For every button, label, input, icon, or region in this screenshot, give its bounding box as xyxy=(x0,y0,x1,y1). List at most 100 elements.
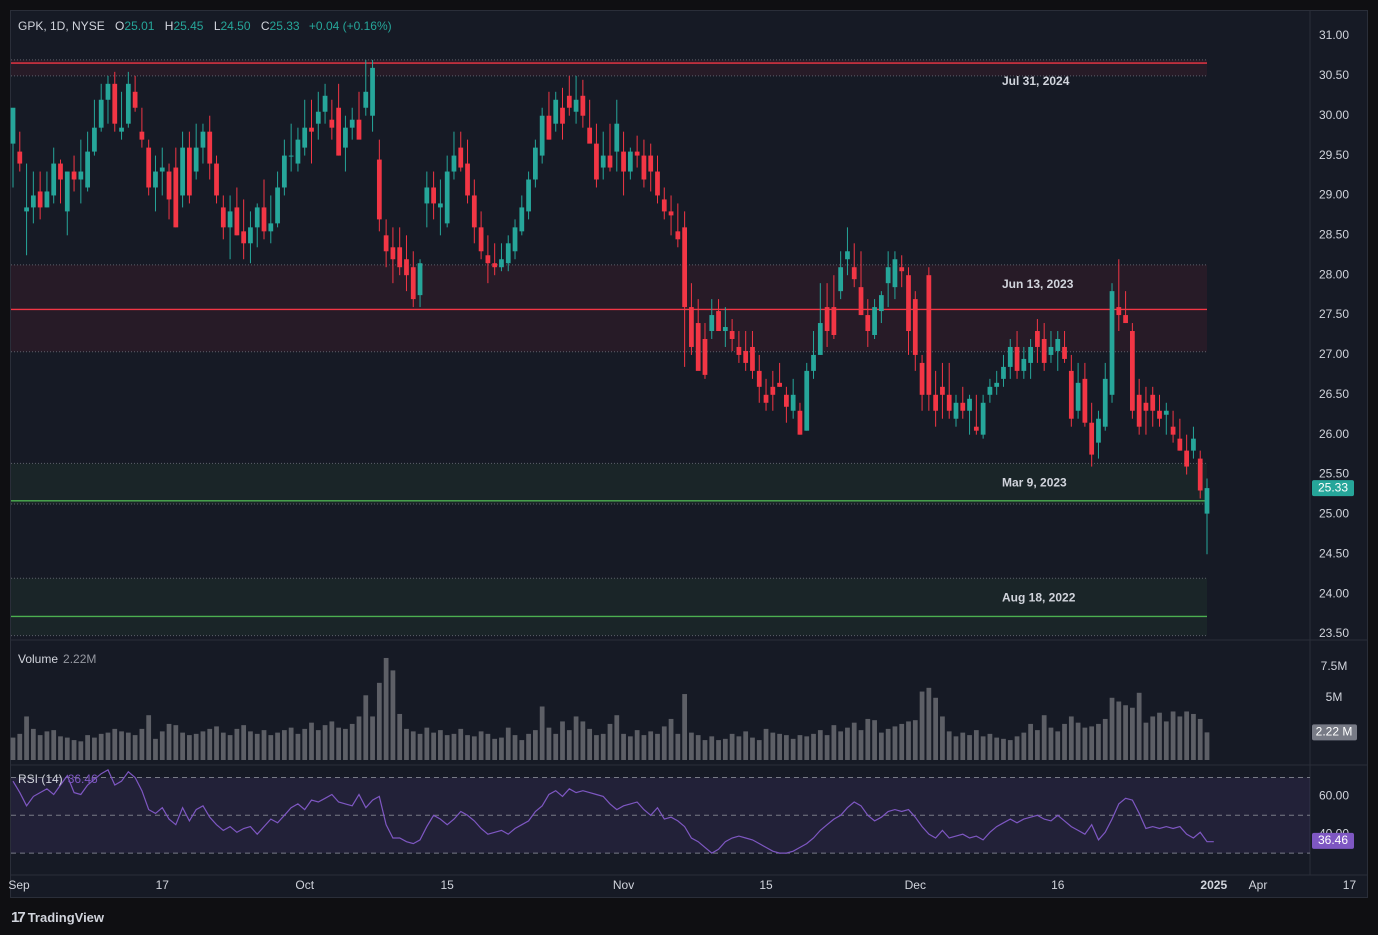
candle-down[interactable] xyxy=(1170,426,1176,435)
candle-down[interactable] xyxy=(1130,331,1135,411)
volume-bar[interactable] xyxy=(967,735,972,760)
volume-bar[interactable] xyxy=(78,741,84,760)
volume-bar[interactable] xyxy=(363,695,369,760)
volume-bar[interactable] xyxy=(159,731,165,760)
volume-bar[interactable] xyxy=(119,731,124,760)
volume-bar[interactable] xyxy=(743,731,749,760)
volume-bar[interactable] xyxy=(458,728,464,760)
volume-bar[interactable] xyxy=(526,733,531,760)
candle-down[interactable] xyxy=(309,127,314,132)
volume-bar[interactable] xyxy=(261,730,267,760)
candle-down[interactable] xyxy=(1184,450,1190,467)
candle-up[interactable] xyxy=(159,167,165,172)
volume-bar[interactable] xyxy=(404,728,409,760)
volume-last-tag[interactable] xyxy=(1312,724,1357,741)
candle-up[interactable] xyxy=(248,227,253,244)
candle-down[interactable] xyxy=(1035,331,1040,347)
candle-down[interactable] xyxy=(431,187,436,204)
volume-bar[interactable] xyxy=(1007,740,1013,760)
candle-down[interactable] xyxy=(471,195,477,228)
volume-bar[interactable] xyxy=(668,718,674,760)
volume-bar[interactable] xyxy=(716,740,721,760)
candle-down[interactable] xyxy=(661,199,667,212)
candle-down[interactable] xyxy=(655,171,660,196)
candle-up[interactable] xyxy=(363,91,369,108)
candle-down[interactable] xyxy=(858,287,864,316)
volume-bar[interactable] xyxy=(24,716,29,760)
volume-bar[interactable] xyxy=(675,733,681,760)
candle-down[interactable] xyxy=(797,410,803,435)
candle-down[interactable] xyxy=(973,426,979,431)
candle-up[interactable] xyxy=(987,386,993,395)
candle-down[interactable] xyxy=(356,119,362,140)
candle-down[interactable] xyxy=(1157,410,1162,419)
volume-bar[interactable] xyxy=(431,732,436,760)
candle-up[interactable] xyxy=(505,243,511,264)
volume-bar[interactable] xyxy=(275,732,280,760)
volume-bar[interactable] xyxy=(702,740,708,760)
candle-down[interactable] xyxy=(675,231,681,240)
candle-up[interactable] xyxy=(817,323,823,355)
candle-down[interactable] xyxy=(1143,402,1149,411)
volume-bar[interactable] xyxy=(44,731,50,760)
candle-up[interactable] xyxy=(553,99,559,124)
candle-down[interactable] xyxy=(736,346,742,355)
volume-bar[interactable] xyxy=(329,721,335,760)
volume-bar[interactable] xyxy=(187,735,192,760)
candle-down[interactable] xyxy=(831,307,837,335)
candle-up[interactable] xyxy=(98,99,104,128)
candle-up[interactable] xyxy=(85,151,90,188)
candle-down[interactable] xyxy=(940,386,945,395)
candle-up[interactable] xyxy=(1055,338,1061,351)
candle-up[interactable] xyxy=(512,227,518,252)
candle-up[interactable] xyxy=(227,211,233,228)
volume-bar[interactable] xyxy=(1130,707,1135,760)
volume-bar[interactable] xyxy=(546,727,552,760)
candle-down[interactable] xyxy=(1197,458,1203,491)
candle-up[interactable] xyxy=(92,127,97,152)
volume-bar[interactable] xyxy=(410,731,416,760)
volume-bar[interactable] xyxy=(607,723,613,760)
volume-bar[interactable] xyxy=(383,657,389,760)
candle-up[interactable] xyxy=(533,147,538,180)
candle-up[interactable] xyxy=(614,123,620,152)
candle-up[interactable] xyxy=(200,131,206,148)
candle-up[interactable] xyxy=(343,127,348,148)
volume-bar[interactable] xyxy=(71,740,77,760)
volume-bar[interactable] xyxy=(892,726,898,760)
volume-bar[interactable] xyxy=(17,733,23,760)
candle-down[interactable] xyxy=(146,147,152,188)
candle-up[interactable] xyxy=(64,171,70,212)
candle-up[interactable] xyxy=(451,155,457,172)
candle-up[interactable] xyxy=(105,83,111,100)
volume-bar[interactable] xyxy=(858,730,864,760)
candle-up[interactable] xyxy=(709,315,715,332)
candle-up[interactable] xyxy=(845,251,850,260)
volume-bar[interactable] xyxy=(139,728,145,760)
volume-bar[interactable] xyxy=(824,735,830,760)
candle-down[interactable] xyxy=(587,127,593,144)
volume-bar[interactable] xyxy=(1028,723,1033,760)
volume-bar[interactable] xyxy=(64,737,70,760)
volume-bar[interactable] xyxy=(451,733,457,760)
candle-up[interactable] xyxy=(811,354,816,371)
candle-up[interactable] xyxy=(722,327,728,332)
candle-up[interactable] xyxy=(288,155,294,157)
volume-bar[interactable] xyxy=(1197,718,1203,760)
volume-bar[interactable] xyxy=(478,731,484,760)
volume-bar[interactable] xyxy=(709,736,715,760)
volume-bar[interactable] xyxy=(770,732,776,760)
candle-down[interactable] xyxy=(241,231,247,244)
volume-bar[interactable] xyxy=(865,718,871,760)
candle-up[interactable] xyxy=(1028,346,1033,363)
candle-up[interactable] xyxy=(892,259,898,288)
candle-down[interactable] xyxy=(580,95,586,116)
candle-down[interactable] xyxy=(58,163,63,180)
volume-bar[interactable] xyxy=(153,738,158,760)
candle-down[interactable] xyxy=(899,267,905,272)
candle-down[interactable] xyxy=(933,394,939,411)
candle-down[interactable] xyxy=(207,131,213,164)
volume-bar[interactable] xyxy=(627,736,633,760)
candle-down[interactable] xyxy=(1177,438,1183,451)
candle-down[interactable] xyxy=(1123,315,1128,324)
